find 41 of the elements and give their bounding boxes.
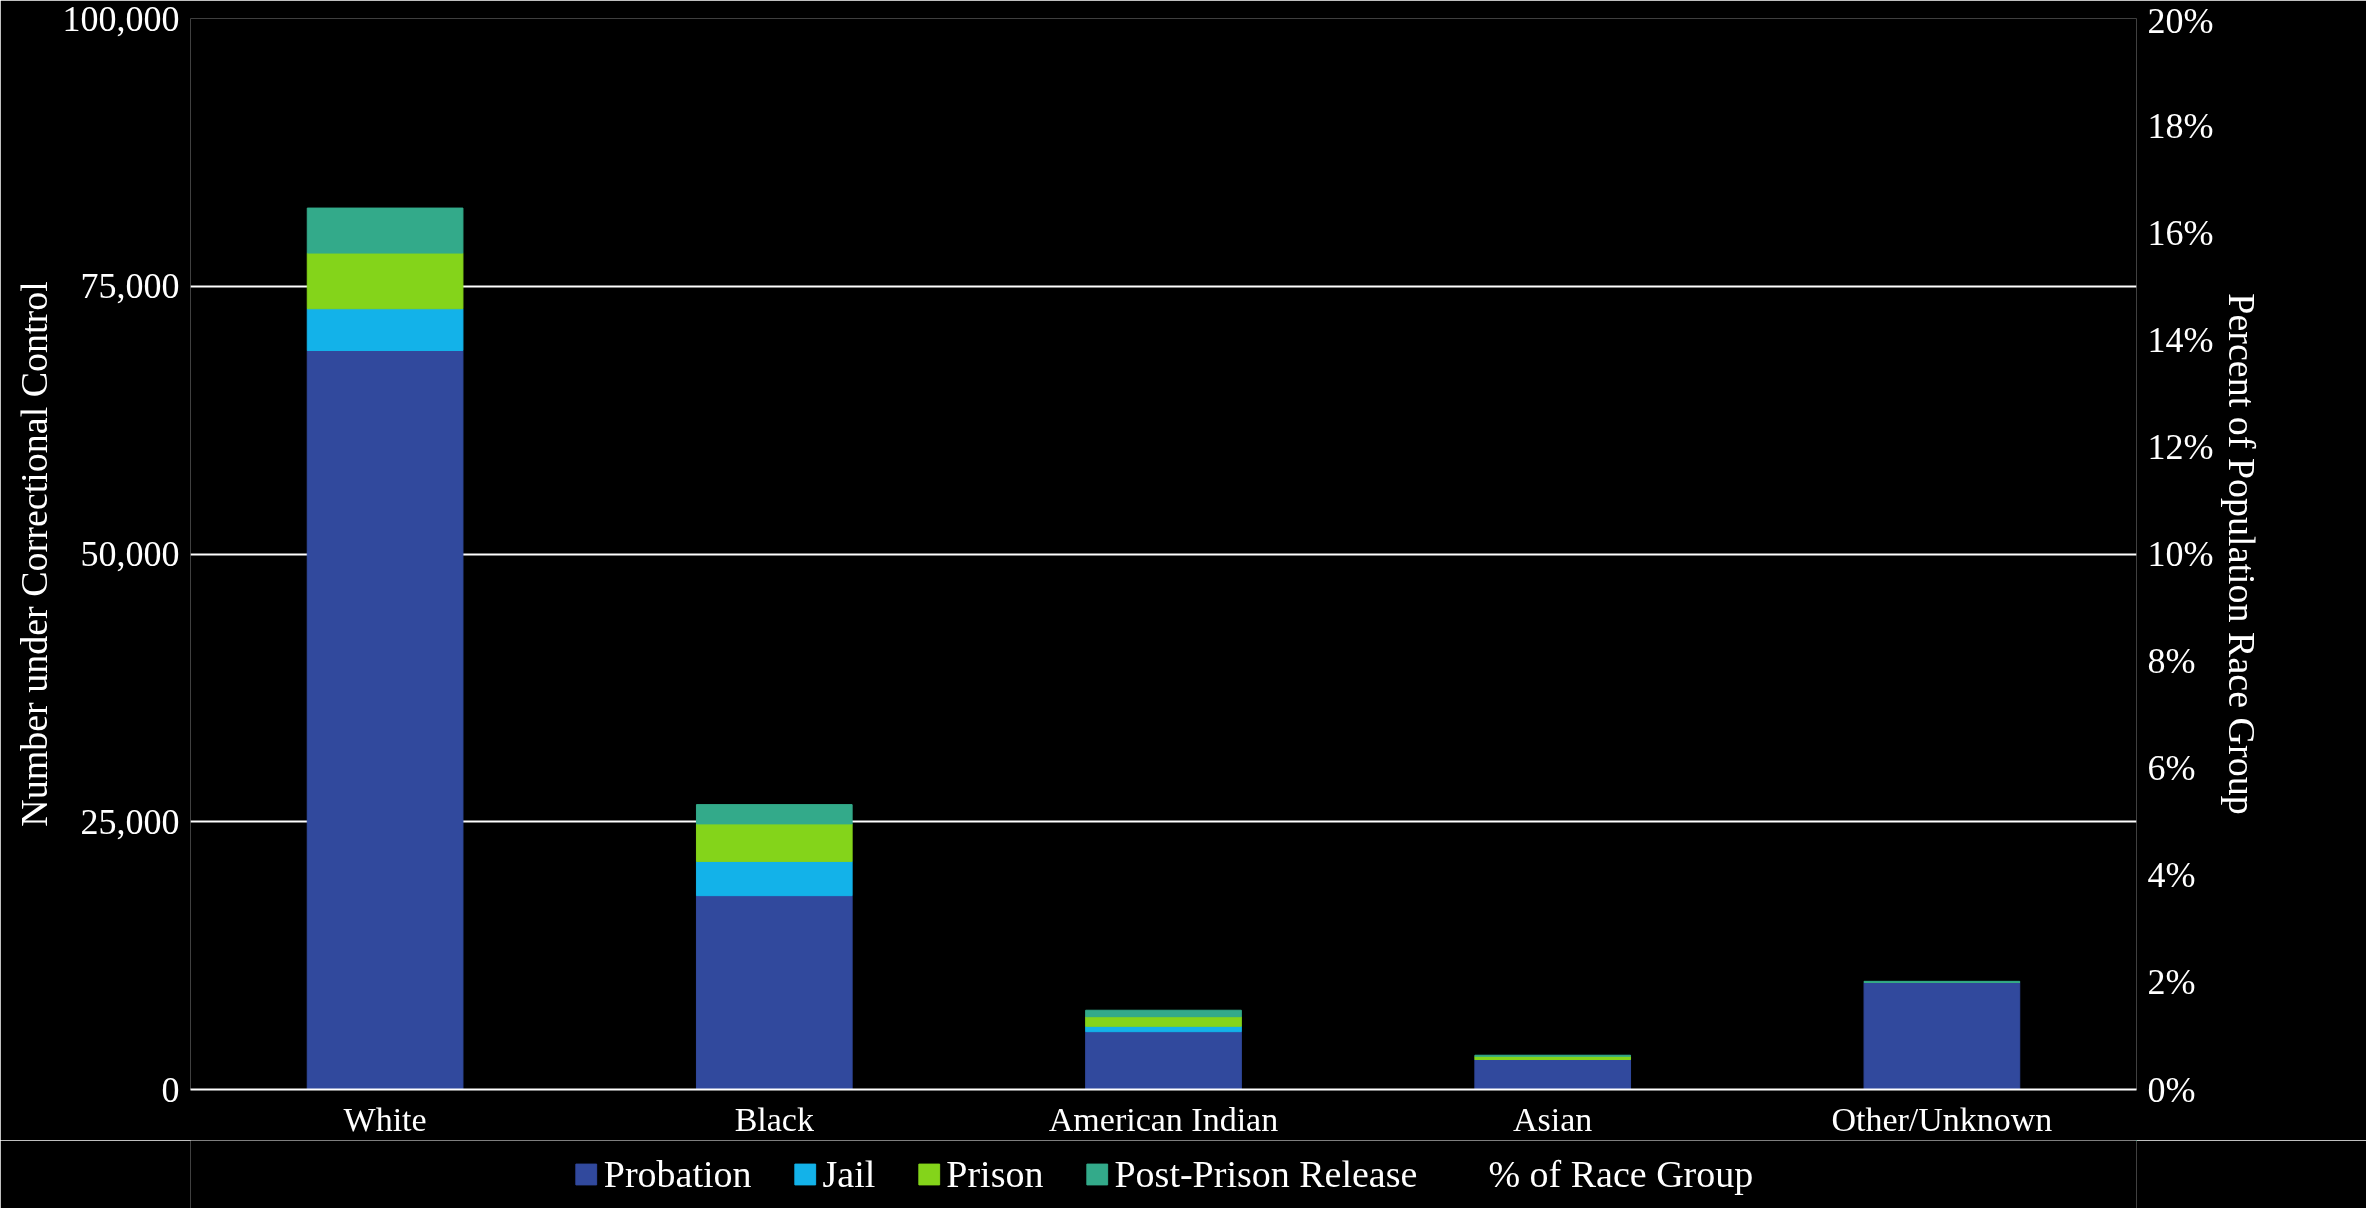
legend-label: Probation bbox=[603, 1152, 752, 1196]
y-tick-label: 25,000 bbox=[80, 801, 180, 842]
x-tick-label: American Indian bbox=[1048, 1100, 1279, 1138]
bar bbox=[306, 207, 464, 254]
y-tick-label: 0 bbox=[161, 1069, 180, 1110]
y2-tick-label: 2% bbox=[2147, 962, 2196, 1003]
y2-tick-label: 16% bbox=[2147, 212, 2214, 253]
bar bbox=[695, 804, 853, 825]
bar bbox=[1085, 1009, 1242, 1018]
y2-tick-label: 6% bbox=[2147, 748, 2196, 789]
y2-tick-label: 8% bbox=[2147, 641, 2196, 682]
x-tick-label: White bbox=[343, 1100, 427, 1138]
legend-label: Jail bbox=[822, 1152, 876, 1196]
x-tick-label: Black bbox=[734, 1100, 814, 1138]
y2-tick-label: 14% bbox=[2147, 319, 2214, 360]
legend-label: Prison bbox=[946, 1152, 1044, 1196]
y-axis-title: Number under Correctional Control bbox=[12, 281, 55, 827]
y-tick-label: 50,000 bbox=[80, 534, 180, 574]
bar bbox=[306, 350, 464, 1090]
y2-tick-label: 12% bbox=[2147, 426, 2214, 467]
y-tick-label: 75,000 bbox=[80, 266, 180, 307]
y2-tick-label: 18% bbox=[2147, 105, 2214, 146]
y2-tick-label: 20% bbox=[2147, 0, 2214, 41]
bar bbox=[1085, 1016, 1242, 1027]
bar bbox=[695, 823, 853, 862]
bar bbox=[306, 252, 464, 310]
bar bbox=[306, 308, 464, 352]
y2-tick-label: 10% bbox=[2147, 534, 2214, 574]
text: % of Race Group bbox=[1488, 1152, 1754, 1196]
bar bbox=[1085, 1031, 1242, 1090]
legend-label: Post-Prison Release bbox=[1114, 1152, 1418, 1196]
bar bbox=[1863, 981, 2021, 1090]
bar bbox=[1474, 1059, 1632, 1090]
y-tick-label: 100,000 bbox=[62, 0, 180, 39]
x-tick-label: Asian bbox=[1513, 1100, 1593, 1138]
y2-tick-label: 4% bbox=[2147, 855, 2196, 896]
bar bbox=[695, 895, 853, 1090]
bar bbox=[695, 860, 853, 897]
y2-tick-label: 0% bbox=[2147, 1069, 2196, 1110]
y2-axis-title: Percent of Population Race Group bbox=[2221, 293, 2264, 815]
x-tick-label: Other/Unknown bbox=[1831, 1100, 2053, 1138]
